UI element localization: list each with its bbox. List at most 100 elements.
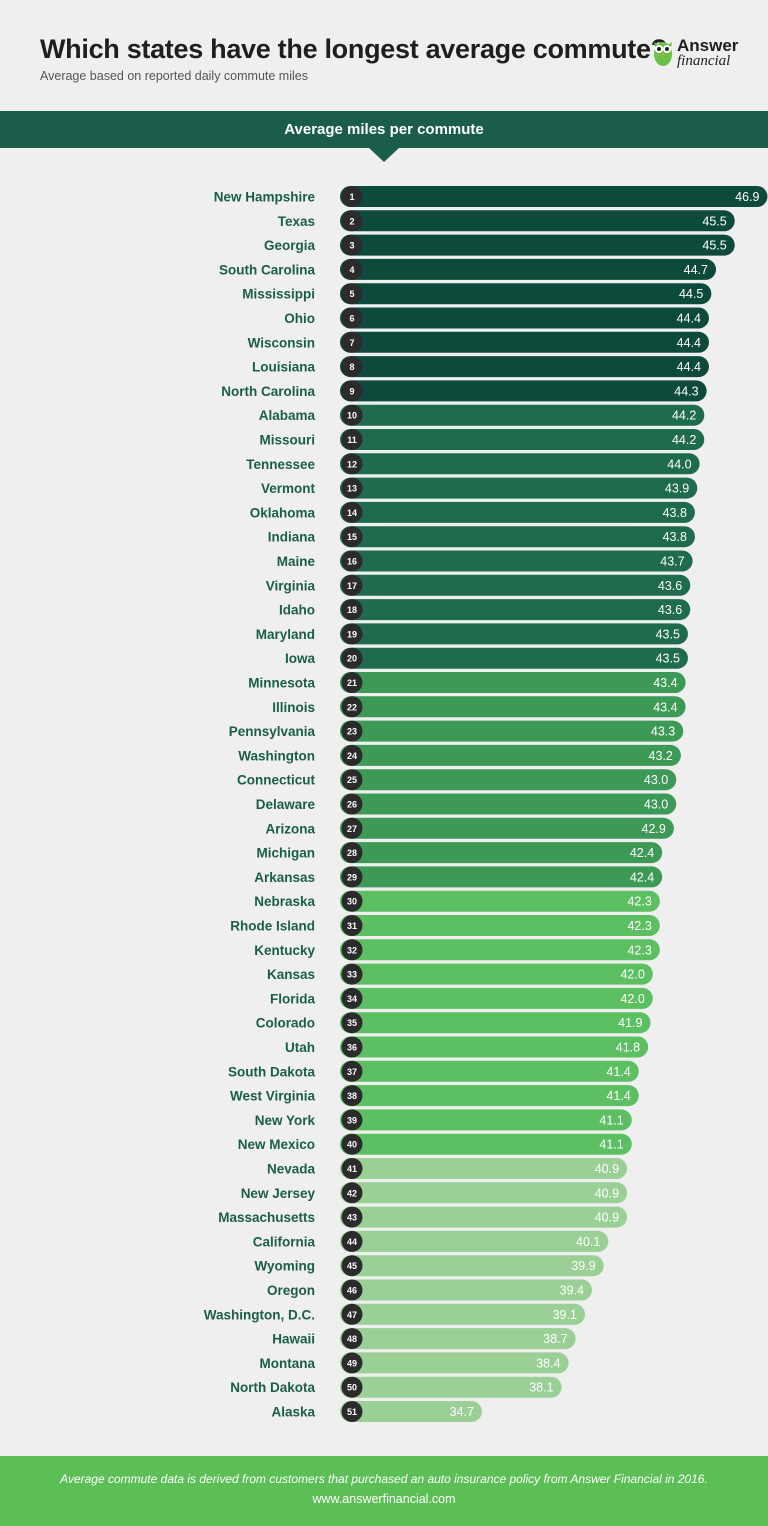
- bar: [340, 672, 686, 693]
- rank-label: 16: [347, 557, 357, 567]
- rank-label: 49: [347, 1358, 357, 1368]
- bar: [340, 890, 660, 912]
- rank-label: 29: [347, 872, 357, 882]
- rank-label: 36: [347, 1043, 357, 1053]
- rank-label: 18: [347, 605, 357, 615]
- rank-label: 39: [347, 1115, 357, 1125]
- rank-badge: [341, 696, 363, 718]
- rank-badge: [341, 1158, 363, 1179]
- bar: [340, 1230, 609, 1252]
- bar: [340, 769, 677, 791]
- state-label: Maryland: [256, 627, 315, 642]
- rank-badge: [341, 234, 363, 256]
- rank-badge: [341, 1279, 363, 1301]
- state-label: Kentucky: [254, 943, 315, 958]
- rank-badge: [341, 1133, 363, 1155]
- state-label: Missouri: [259, 433, 315, 448]
- rank-label: 11: [347, 435, 357, 445]
- rank-badge: [341, 429, 363, 450]
- bar: [340, 283, 712, 305]
- rank-badge: [341, 1036, 363, 1058]
- rank-badge: [341, 550, 363, 572]
- state-label: Maine: [277, 554, 316, 569]
- state-label: Nebraska: [254, 894, 315, 909]
- bar: [340, 477, 698, 499]
- value-label: 42.9: [642, 822, 666, 836]
- state-label: Ohio: [284, 311, 315, 326]
- rank-label: 42: [347, 1188, 357, 1198]
- rank-badge: [341, 939, 363, 961]
- bar: [340, 1328, 576, 1350]
- state-label: Oklahoma: [250, 505, 316, 520]
- state-label: California: [253, 1234, 316, 1249]
- bar: [340, 599, 691, 621]
- rank-badge: [341, 210, 363, 232]
- state-label: Illinois: [272, 700, 315, 715]
- state-label: Iowa: [285, 651, 315, 666]
- value-label: 43.2: [649, 749, 673, 763]
- value-label: 43.8: [663, 506, 687, 520]
- value-label: 42.3: [627, 919, 651, 933]
- value-label: 43.3: [651, 725, 675, 739]
- answer-financial-logo[interactable]: Answer financial: [652, 36, 752, 70]
- rank-label: 14: [347, 508, 357, 518]
- state-label: Delaware: [256, 797, 316, 812]
- rank-badge: [341, 1376, 363, 1398]
- bar: [340, 817, 674, 839]
- value-label: 44.2: [672, 433, 696, 447]
- state-label: Oregon: [267, 1283, 315, 1298]
- bar: [340, 647, 688, 669]
- bar: [340, 1182, 628, 1204]
- rank-badge: [341, 1109, 363, 1131]
- rank-label: 31: [347, 921, 357, 931]
- rank-label: 46: [347, 1286, 357, 1296]
- value-label: 43.5: [656, 652, 680, 666]
- value-label: 40.9: [595, 1186, 619, 1200]
- bar: [340, 331, 709, 353]
- bar: [340, 987, 653, 1009]
- footer-url[interactable]: www.answerfinancial.com: [312, 1492, 456, 1506]
- rank-label: 20: [347, 654, 357, 664]
- value-label: 42.3: [627, 895, 651, 909]
- state-label: New Jersey: [241, 1186, 316, 1201]
- state-label: Hawaii: [272, 1332, 315, 1347]
- state-label: West Virginia: [230, 1089, 316, 1104]
- rank-label: 23: [347, 727, 357, 737]
- state-label: Virginia: [266, 578, 316, 593]
- bar: [340, 1012, 651, 1034]
- value-label: 42.4: [630, 846, 654, 860]
- rank-badge: [341, 866, 363, 888]
- rank-badge: [341, 1085, 363, 1107]
- footer: Average commute data is derived from cus…: [0, 1456, 768, 1526]
- rank-label: 40: [347, 1140, 357, 1150]
- value-label: 45.5: [702, 214, 726, 228]
- state-label: Alaska: [271, 1405, 315, 1420]
- bar: [340, 1206, 628, 1228]
- owl-icon: [654, 42, 672, 66]
- state-label: Florida: [270, 991, 315, 1006]
- value-label: 40.9: [595, 1162, 619, 1176]
- bar: [340, 866, 663, 888]
- rank-badge: [341, 453, 363, 475]
- value-label: 43.6: [658, 603, 682, 617]
- bar: [340, 526, 695, 548]
- rank-badge: [341, 769, 363, 791]
- rank-badge: [341, 744, 363, 766]
- rank-badge: [341, 307, 363, 329]
- state-label: Wisconsin: [248, 335, 315, 350]
- value-label: 43.6: [658, 579, 682, 593]
- rank-label: 24: [347, 751, 357, 761]
- state-label: Georgia: [264, 238, 316, 253]
- rank-label: 26: [347, 800, 357, 810]
- rank-badge: [341, 1328, 363, 1350]
- rank-badge: [341, 258, 363, 280]
- bar: [340, 1060, 639, 1082]
- rank-badge: [341, 501, 363, 523]
- rank-label: 9: [349, 386, 354, 396]
- value-label: 44.0: [667, 457, 691, 471]
- bar: [340, 939, 660, 961]
- state-label: New Mexico: [238, 1137, 315, 1152]
- state-label: Colorado: [256, 1016, 315, 1031]
- rank-label: 2: [349, 216, 354, 226]
- rank-label: 45: [347, 1261, 357, 1271]
